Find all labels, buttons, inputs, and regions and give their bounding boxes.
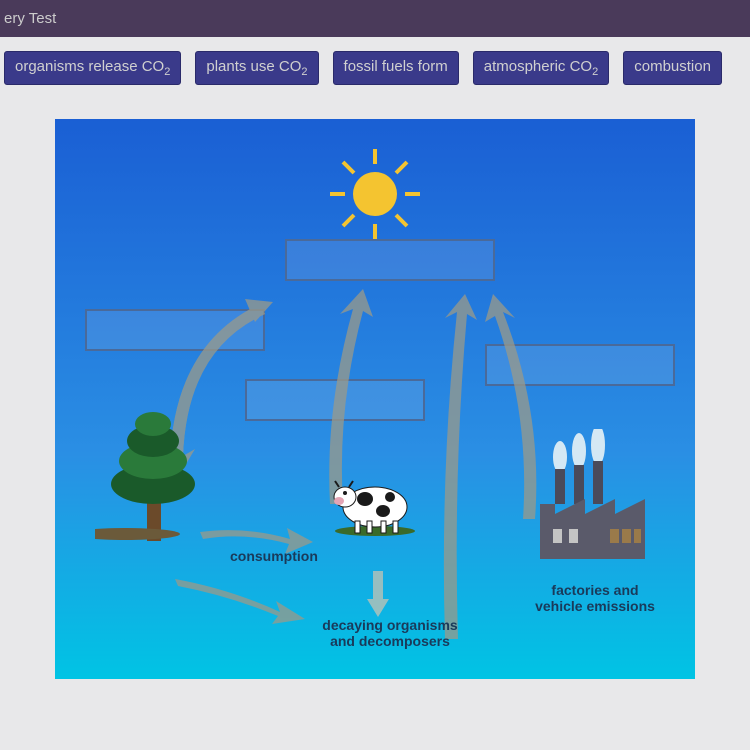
chip-plants-use[interactable]: plants use CO2 (195, 51, 318, 85)
arrow-cow-down (365, 569, 391, 619)
factory-icon (525, 429, 655, 569)
cow-icon (325, 469, 425, 539)
chip-atmospheric[interactable]: atmospheric CO2 (473, 51, 610, 85)
tree-icon (95, 409, 215, 549)
carbon-cycle-diagram: consumption decaying organisms and decom… (55, 119, 695, 679)
arrow-tree-down (170, 574, 310, 629)
chip-organisms-release[interactable]: organisms release CO2 (4, 51, 181, 85)
sun-icon (330, 149, 420, 239)
chip-fossil-fuels[interactable]: fossil fuels form (333, 51, 459, 85)
label-factories: factories and vehicle emissions (525, 582, 665, 614)
dropzone-top[interactable] (285, 239, 495, 281)
header-bar: ery Test (0, 0, 750, 37)
label-decaying: decaying organisms and decomposers (310, 617, 470, 649)
chip-combustion[interactable]: combustion (623, 51, 722, 85)
label-consumption: consumption (230, 548, 318, 564)
diagram-container: consumption decaying organisms and decom… (0, 99, 750, 679)
draggable-chips: organisms release CO2 plants use CO2 fos… (0, 37, 750, 99)
header-title: ery Test (4, 10, 56, 27)
